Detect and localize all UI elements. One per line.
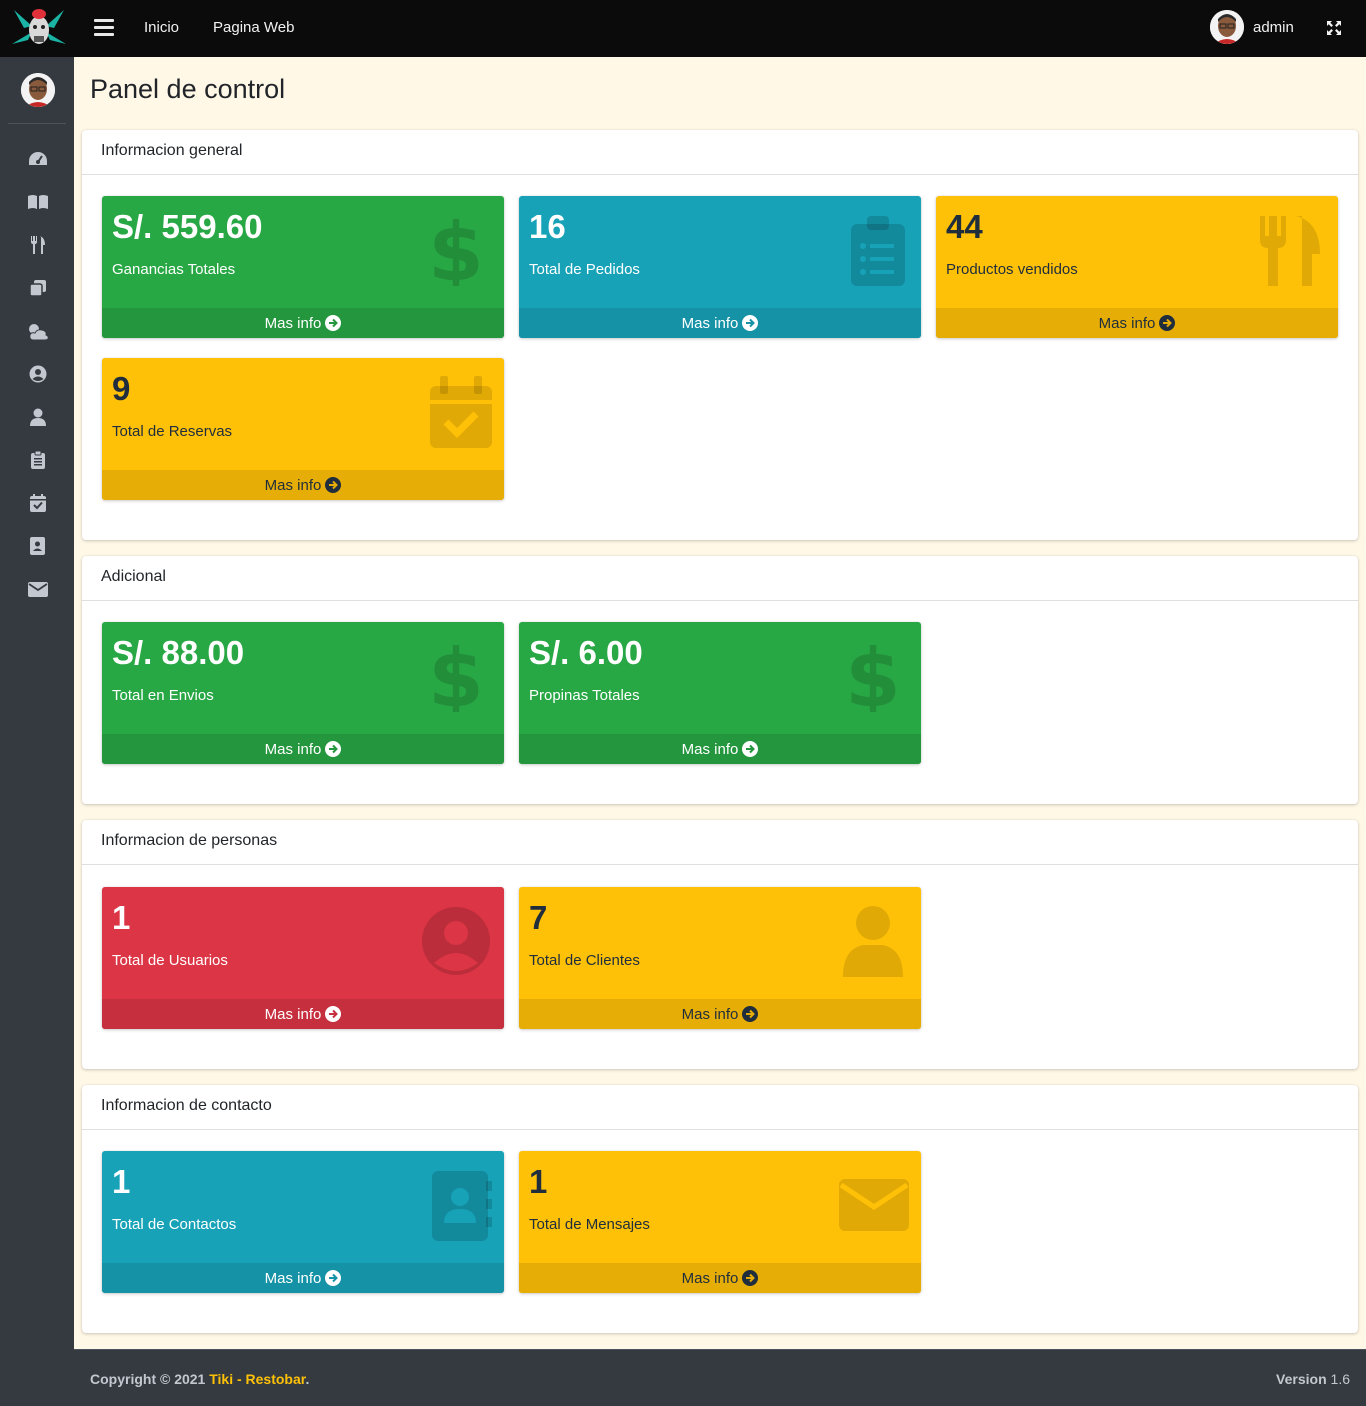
arrow-circle-right-icon bbox=[1159, 315, 1176, 331]
stat-value: 7 bbox=[529, 899, 548, 936]
sidebar-avatar[interactable] bbox=[21, 73, 55, 107]
menu-toggle-icon[interactable] bbox=[94, 19, 114, 37]
top-navbar: Inicio Pagina Web admin bbox=[0, 0, 1366, 57]
dollar-icon: $ bbox=[420, 206, 492, 299]
arrow-circle-right-icon bbox=[325, 1270, 342, 1286]
dollar-icon: $ bbox=[420, 632, 492, 725]
stat-box-mensajes: 1 Total de Mensajes Mas info bbox=[519, 1151, 921, 1293]
utensils-icon bbox=[1254, 214, 1326, 286]
section-personas: Informacion de personas 1 Total de Usuar… bbox=[82, 820, 1358, 1069]
book-icon[interactable] bbox=[27, 192, 49, 212]
arrow-circle-right-icon bbox=[325, 1006, 342, 1022]
stat-label: Productos vendidos bbox=[946, 261, 1078, 278]
stat-label: Total en Envios bbox=[112, 687, 214, 704]
stat-label: Total de Reservas bbox=[112, 423, 233, 440]
stat-value: S/. 6.00 bbox=[529, 634, 643, 671]
svg-text:$: $ bbox=[428, 214, 484, 286]
mas-info-link[interactable]: Mas info bbox=[519, 308, 921, 338]
clipboard-icon[interactable] bbox=[27, 450, 49, 470]
stat-value: 1 bbox=[112, 899, 131, 936]
section-contacto: Informacion de contacto 1 Total de Conta… bbox=[82, 1085, 1358, 1333]
arrow-circle-right-icon bbox=[325, 477, 342, 493]
stat-label: Propinas Totales bbox=[529, 687, 640, 704]
svg-text:$: $ bbox=[428, 640, 484, 712]
version: Version 1.6 bbox=[1276, 1371, 1350, 1387]
mas-info-link[interactable]: Mas info bbox=[102, 470, 504, 500]
utensils-icon[interactable] bbox=[27, 235, 49, 255]
stat-box-productos: 44 Productos vendidos Mas info bbox=[936, 196, 1338, 338]
mas-info-link[interactable]: Mas info bbox=[102, 999, 504, 1029]
mas-info-link[interactable]: Mas info bbox=[519, 734, 921, 764]
arrow-circle-right-icon bbox=[742, 315, 759, 331]
section-contacto-title: Informacion de contacto bbox=[82, 1085, 1358, 1130]
copyright: Copyright © 2021 Tiki - Restobar. bbox=[90, 1371, 310, 1387]
section-general: Informacion general S/. 559.60 Ganancias… bbox=[82, 130, 1358, 540]
stat-label: Total de Contactos bbox=[112, 1216, 237, 1233]
mas-info-link[interactable]: Mas info bbox=[102, 1263, 504, 1293]
stat-box-envios: S/. 88.00 Total en Envios $ Mas info bbox=[102, 622, 504, 764]
sidebar-divider bbox=[8, 123, 66, 124]
arrow-circle-right-icon bbox=[742, 1270, 759, 1286]
weather-icon[interactable] bbox=[27, 321, 49, 341]
section-adicional: Adicional S/. 88.00 Total en Envios $ Ma… bbox=[82, 556, 1358, 804]
stat-label: Total de Usuarios bbox=[112, 952, 228, 969]
dashboard-icon[interactable] bbox=[27, 149, 49, 169]
stat-value: 44 bbox=[946, 208, 983, 245]
stat-value: S/. 559.60 bbox=[112, 208, 263, 245]
section-personas-title: Informacion de personas bbox=[82, 820, 1358, 865]
arrow-circle-right-icon bbox=[742, 1006, 759, 1022]
mas-info-link[interactable]: Mas info bbox=[519, 999, 921, 1029]
clipboard-list-icon bbox=[837, 214, 909, 286]
stat-box-pedidos: 16 Total de Pedidos Mas info bbox=[519, 196, 921, 338]
envelope-icon bbox=[837, 1169, 909, 1241]
user-name[interactable]: admin bbox=[1253, 19, 1294, 36]
stat-value: 1 bbox=[112, 1163, 131, 1200]
page-footer: Copyright © 2021 Tiki - Restobar. Versio… bbox=[74, 1349, 1366, 1406]
stat-label: Ganancias Totales bbox=[112, 261, 236, 278]
envelope-icon[interactable] bbox=[27, 579, 49, 599]
stat-box-propinas: S/. 6.00 Propinas Totales $ Mas info bbox=[519, 622, 921, 764]
user-avatar[interactable] bbox=[1210, 10, 1244, 44]
stat-box-contactos: 1 Total de Contactos Mas info bbox=[102, 1151, 504, 1293]
calendar-check-icon[interactable] bbox=[27, 493, 49, 513]
section-general-title: Informacion general bbox=[82, 130, 1358, 175]
stat-box-ganancias: S/. 559.60 Ganancias Totales $ Mas info bbox=[102, 196, 504, 338]
address-book-icon bbox=[420, 1169, 492, 1241]
dollar-icon: $ bbox=[837, 632, 909, 725]
calendar-check-icon bbox=[420, 376, 492, 448]
section-adicional-title: Adicional bbox=[82, 556, 1358, 601]
fullscreen-icon[interactable] bbox=[1326, 20, 1342, 36]
stat-value: S/. 88.00 bbox=[112, 634, 245, 671]
brand-link[interactable]: Tiki - Restobar bbox=[209, 1371, 306, 1387]
page-title: Panel de control bbox=[90, 74, 286, 104]
stat-value: 1 bbox=[529, 1163, 548, 1200]
stat-box-reservas: 9 Total de Reservas Mas info bbox=[102, 358, 504, 500]
mas-info-link[interactable]: Mas info bbox=[102, 308, 504, 338]
mas-info-link[interactable]: Mas info bbox=[102, 734, 504, 764]
mas-info-link[interactable]: Mas info bbox=[519, 1263, 921, 1293]
stat-label: Total de Pedidos bbox=[529, 261, 640, 278]
stat-value: 16 bbox=[529, 208, 566, 245]
address-book-icon[interactable] bbox=[27, 536, 49, 556]
arrow-circle-right-icon bbox=[325, 741, 342, 757]
user-circle-icon[interactable] bbox=[27, 364, 49, 384]
mas-info-link[interactable]: Mas info bbox=[936, 308, 1338, 338]
stat-box-clientes: 7 Total de Clientes Mas info bbox=[519, 887, 921, 1029]
stat-label: Total de Clientes bbox=[529, 952, 640, 969]
sidebar bbox=[0, 57, 74, 1406]
arrow-circle-right-icon bbox=[742, 741, 759, 757]
stat-box-usuarios: 1 Total de Usuarios Mas info bbox=[102, 887, 504, 1029]
user-circle-icon bbox=[420, 905, 492, 977]
stat-value: 9 bbox=[112, 370, 131, 407]
nav-pagina-web-link[interactable]: Pagina Web bbox=[213, 19, 295, 36]
stat-label: Total de Mensajes bbox=[529, 1216, 650, 1233]
nav-inicio-link[interactable]: Inicio bbox=[144, 19, 180, 36]
copy-icon[interactable] bbox=[27, 278, 49, 298]
user-icon bbox=[837, 905, 909, 977]
user-icon[interactable] bbox=[27, 407, 49, 427]
brand-logo[interactable] bbox=[10, 4, 68, 54]
arrow-circle-right-icon bbox=[325, 315, 342, 331]
svg-text:$: $ bbox=[845, 640, 901, 712]
